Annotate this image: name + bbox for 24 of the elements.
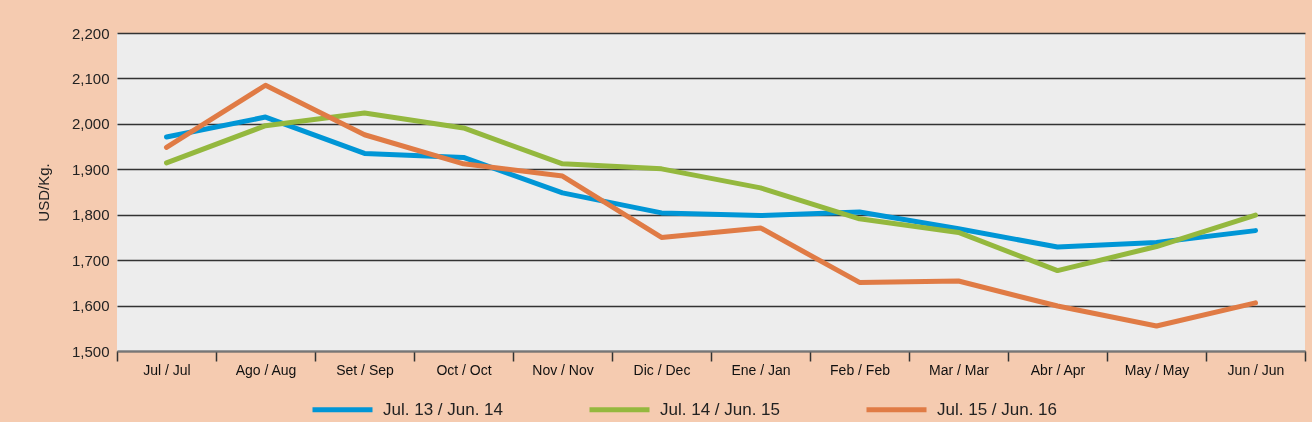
y-tick-label: 2,000 [71,115,110,133]
y-tick-label: 1,500 [71,342,110,360]
x-tick-label: Ago / Aug [235,361,297,378]
x-tick-label: Jul / Jul [143,361,191,378]
y-tick-label: 1,700 [71,251,110,269]
x-tick-label: Abr / Apr [1030,361,1086,378]
x-tick-label: Nov / Nov [532,361,594,378]
x-tick-label: Jun / Jun [1227,361,1285,378]
x-tick-label: Dic / Dec [633,361,691,378]
y-tick-label: 2,100 [71,69,110,87]
y-tick-label: 1,900 [71,160,110,178]
x-tick-label: Feb / Feb [830,361,891,378]
x-tick-label: Ene / Jan [731,361,791,378]
x-tick-label: Set / Sep [336,361,395,378]
legend-label: Jul. 14 / Jun. 15 [660,399,781,419]
y-tick-label: 1,600 [71,297,110,315]
y-tick-label: 2,200 [71,24,110,42]
legend-label: Jul. 15 / Jun. 16 [937,399,1058,419]
y-axis-title: USD/Kg. [34,163,52,222]
y-tick-label: 1,800 [71,206,110,224]
legend-label: Jul. 13 / Jun. 14 [383,399,504,419]
x-tick-label: Oct / Oct [436,361,492,378]
x-tick-label: Mar / Mar [929,361,990,378]
x-tick-label: May / May [1124,361,1190,378]
